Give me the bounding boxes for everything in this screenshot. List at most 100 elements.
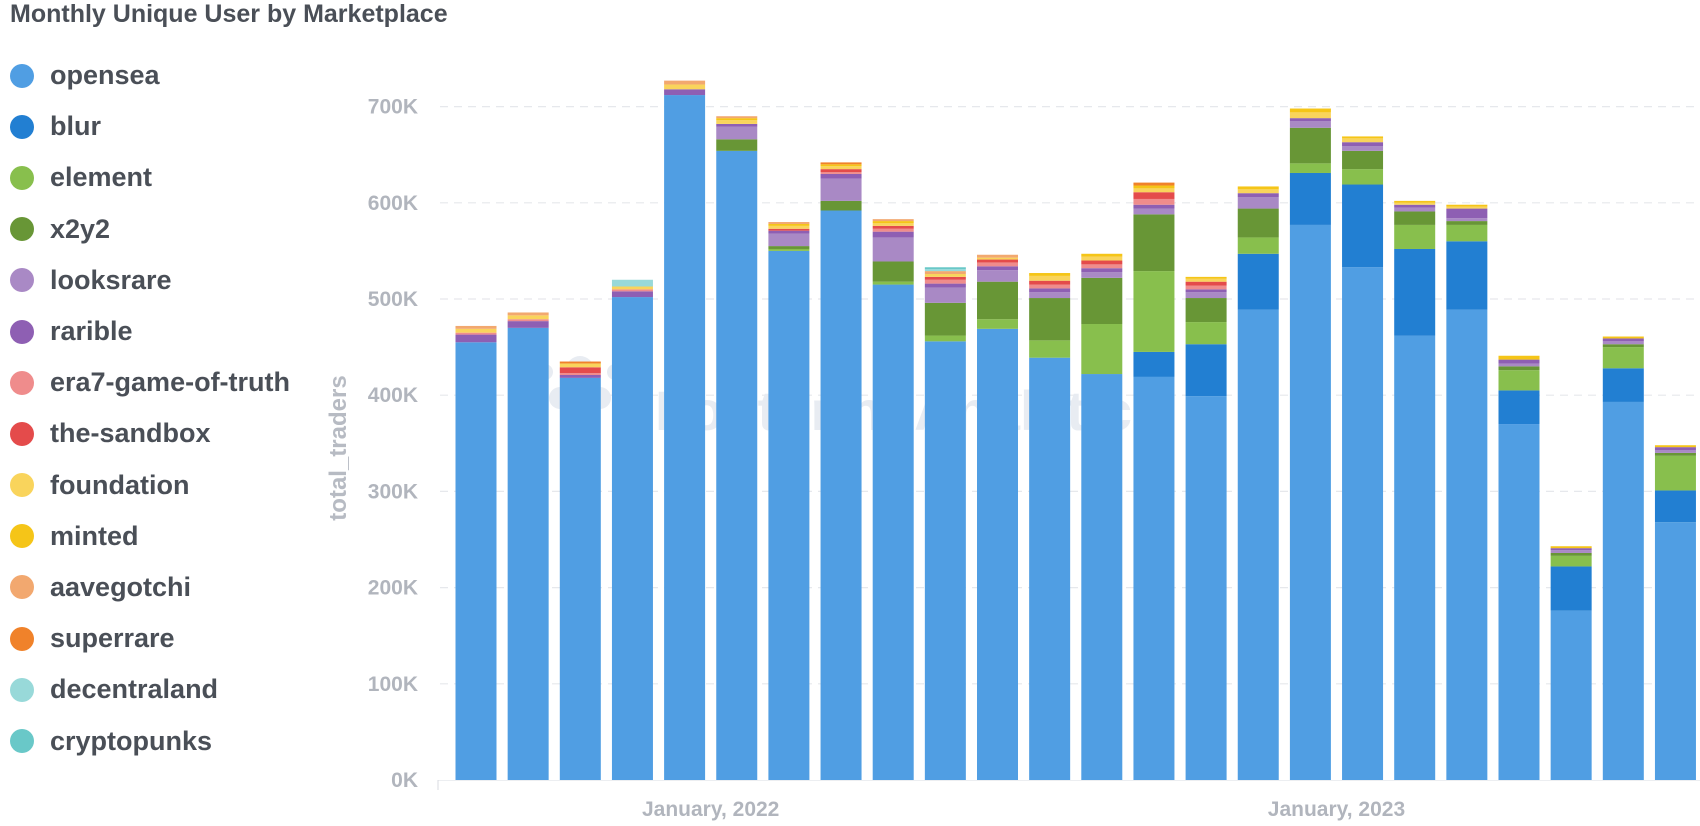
legend-item-opensea[interactable]: opensea <box>10 50 310 101</box>
bar-segment-opensea[interactable] <box>664 95 706 780</box>
bar-segment-era7-game-of-truth[interactable] <box>1185 285 1227 290</box>
bar-segment-era7-game-of-truth[interactable] <box>611 289 653 292</box>
bar-segment-opensea[interactable] <box>1185 396 1227 780</box>
bar-segment-looksrare[interactable] <box>1133 208 1175 215</box>
bar-segment-rarible[interactable] <box>1133 204 1175 209</box>
bar-segment-x2y2[interactable] <box>1394 211 1436 225</box>
bar-segment-looksrare[interactable] <box>1237 197 1279 209</box>
bar-segment-blur[interactable] <box>1498 390 1540 425</box>
bar-segment-era7-game-of-truth[interactable] <box>1081 264 1123 269</box>
bar-segment-looksrare[interactable] <box>1654 450 1696 453</box>
bar-segment-rarible[interactable] <box>1602 338 1644 342</box>
bar-segment-minted[interactable] <box>872 221 914 224</box>
legend-item-cryptopunks[interactable]: cryptopunks <box>10 715 310 766</box>
bar-segment-x2y2[interactable] <box>1654 452 1696 456</box>
bar-segment-superrare[interactable] <box>559 361 601 364</box>
bar-segment-aavegotchi[interactable] <box>977 254 1018 258</box>
bar-segment-blur[interactable] <box>1550 566 1592 611</box>
bar-segment-element[interactable] <box>1237 237 1279 254</box>
bar-segment-rarible[interactable] <box>872 231 914 238</box>
bar-segment-opensea[interactable] <box>1289 224 1331 780</box>
bar-segment-x2y2[interactable] <box>977 281 1018 320</box>
bar-segment-minted[interactable] <box>1654 445 1696 448</box>
bar-segment-x2y2[interactable] <box>1133 214 1175 272</box>
bar-segment-opensea[interactable] <box>1029 357 1071 780</box>
bar-segment-x2y2[interactable] <box>1289 127 1331 164</box>
bar-segment-era7-game-of-truth[interactable] <box>1029 284 1071 289</box>
bar-segment-rarible[interactable] <box>1289 118 1331 122</box>
bar-segment-foundation[interactable] <box>820 166 862 170</box>
bar-segment-minted[interactable] <box>1029 273 1071 276</box>
bar-segment-rarible[interactable] <box>924 283 966 288</box>
bar-segment-foundation[interactable] <box>872 223 914 226</box>
bar-segment-looksrare[interactable] <box>1029 292 1071 299</box>
bar-segment-the-sandbox[interactable] <box>820 169 862 173</box>
bar-segment-foundation[interactable] <box>664 84 706 90</box>
bar-segment-foundation[interactable] <box>455 328 497 333</box>
bar-segment-aavegotchi[interactable] <box>716 116 758 119</box>
bar-segment-the-sandbox[interactable] <box>1029 280 1071 285</box>
bar-segment-foundation[interactable] <box>1446 206 1488 209</box>
bar-segment-foundation[interactable] <box>611 286 653 290</box>
bar-segment-opensea[interactable] <box>872 284 914 780</box>
bar-segment-element[interactable] <box>872 281 914 285</box>
bar-segment-looksrare[interactable] <box>1602 341 1644 345</box>
bar-segment-rarible[interactable] <box>559 374 601 378</box>
bar-segment-x2y2[interactable] <box>1602 344 1644 348</box>
bar-segment-the-sandbox[interactable] <box>768 228 810 231</box>
bar-segment-x2y2[interactable] <box>1550 552 1592 556</box>
bar-segment-opensea[interactable] <box>1654 522 1696 780</box>
bar-segment-rarible[interactable] <box>1342 142 1384 147</box>
bar-segment-rarible[interactable] <box>977 266 1018 271</box>
bar-segment-the-sandbox[interactable] <box>977 259 1018 263</box>
bar-segment-blur[interactable] <box>1602 368 1644 402</box>
bar-segment-looksrare[interactable] <box>977 270 1018 282</box>
bar-segment-aavegotchi[interactable] <box>507 312 549 316</box>
bar-segment-opensea[interactable] <box>611 297 653 780</box>
legend-item-x2y2[interactable]: x2y2 <box>10 204 310 255</box>
bar-segment-rarible[interactable] <box>820 173 862 179</box>
bar-segment-opensea[interactable] <box>1342 267 1384 780</box>
bar-segment-aavegotchi[interactable] <box>872 219 914 222</box>
bar-segment-foundation[interactable] <box>1237 189 1279 194</box>
bar-segment-element[interactable] <box>924 335 966 342</box>
bar-segment-blur[interactable] <box>1446 241 1488 310</box>
bar-segment-foundation[interactable] <box>716 120 758 124</box>
bar-segment-looksrare[interactable] <box>1289 121 1331 128</box>
bar-segment-rarible[interactable] <box>1081 268 1123 273</box>
bar-segment-opensea[interactable] <box>924 341 966 780</box>
bar-segment-era7-game-of-truth[interactable] <box>507 319 549 322</box>
bar-segment-looksrare[interactable] <box>768 233 810 247</box>
bar-segment-rarible[interactable] <box>768 230 810 234</box>
bar-segment-aavegotchi[interactable] <box>664 80 706 85</box>
bar-segment-rarible[interactable] <box>1237 193 1279 198</box>
bar-segment-aavegotchi[interactable] <box>455 325 497 329</box>
bar-segment-looksrare[interactable] <box>1446 218 1488 222</box>
bar-segment-superrare[interactable] <box>1133 182 1175 186</box>
bar-segment-the-sandbox[interactable] <box>559 367 601 374</box>
bar-segment-element[interactable] <box>1185 322 1227 345</box>
bar-segment-foundation[interactable] <box>1029 275 1071 281</box>
bar-segment-looksrare[interactable] <box>1081 272 1123 278</box>
bar-segment-minted[interactable] <box>716 118 758 121</box>
bar-segment-opensea[interactable] <box>1446 309 1488 780</box>
bar-segment-era7-game-of-truth[interactable] <box>455 332 497 335</box>
bar-segment-minted[interactable] <box>1342 136 1384 139</box>
bar-segment-looksrare[interactable] <box>820 178 862 201</box>
bar-segment-rarible[interactable] <box>716 123 758 127</box>
bar-segment-era7-game-of-truth[interactable] <box>872 228 914 232</box>
bar-segment-rarible[interactable] <box>455 334 497 343</box>
bar-segment-era7-game-of-truth[interactable] <box>1133 198 1175 205</box>
bar-segment-foundation[interactable] <box>1394 202 1436 205</box>
legend-item-element[interactable]: element <box>10 152 310 203</box>
bar-segment-rarible[interactable] <box>664 89 706 96</box>
bar-segment-foundation[interactable] <box>768 225 810 229</box>
bar-segment-element[interactable] <box>768 248 810 251</box>
bar-segment-rarible[interactable] <box>1550 548 1592 551</box>
bar-segment-element[interactable] <box>1446 224 1488 242</box>
bar-segment-element[interactable] <box>977 319 1018 329</box>
bar-segment-looksrare[interactable] <box>872 237 914 262</box>
bar-segment-foundation[interactable] <box>1342 138 1384 143</box>
bar-segment-looksrare[interactable] <box>1498 363 1540 367</box>
bar-segment-rarible[interactable] <box>1446 208 1488 219</box>
